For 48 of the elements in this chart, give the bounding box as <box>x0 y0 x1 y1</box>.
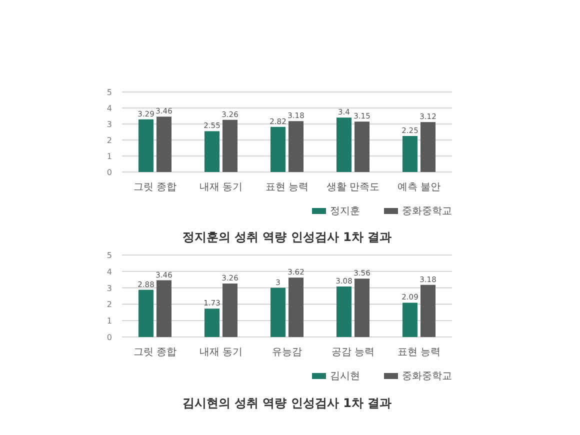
text: 정지훈의 성취 역량 인성검사 1차 결과 <box>182 230 392 244</box>
x-tick-label: 생활 만족도 <box>326 182 380 193</box>
bar <box>402 302 418 337</box>
y-tick-label: 5 <box>106 88 112 97</box>
bar <box>288 278 304 337</box>
x-tick-label: 유능감 <box>272 347 302 358</box>
y-tick-label: 1 <box>106 152 112 161</box>
x-tick-label: 그릿 종합 <box>133 182 177 193</box>
bar <box>204 308 220 337</box>
bar <box>222 120 238 172</box>
x-tick-label: 내재 동기 <box>199 182 243 193</box>
legend-label: 중화중학교 <box>402 371 452 382</box>
y-tick-label: 2 <box>106 300 112 310</box>
y-tick-label: 1 <box>106 316 112 326</box>
legend-label: 김시현 <box>330 371 360 382</box>
y-tick-label: 4 <box>106 267 112 276</box>
bar <box>204 131 220 172</box>
x-tick-label: 표현 능력 <box>265 182 309 193</box>
bar <box>420 122 436 172</box>
bar <box>354 122 370 172</box>
bar <box>138 290 154 337</box>
y-tick-label: 5 <box>106 251 112 260</box>
bar <box>270 288 286 337</box>
x-tick-label: 그릿 종합 <box>133 347 177 358</box>
bar <box>222 284 238 337</box>
legend-label: 정지훈 <box>330 206 360 217</box>
bar <box>288 121 304 172</box>
y-tick-label: 4 <box>106 104 112 113</box>
bar <box>354 278 370 337</box>
bar <box>270 126 286 172</box>
bar <box>336 286 352 337</box>
y-tick-label: 3 <box>106 284 112 293</box>
bar <box>156 280 172 337</box>
x-tick-label: 공감 능력 <box>331 347 375 358</box>
x-tick-label: 내재 동기 <box>199 347 243 358</box>
bar <box>420 284 436 337</box>
y-tick-label: 0 <box>106 333 112 342</box>
y-tick-label: 2 <box>106 136 112 145</box>
x-tick-label: 예측 불안 <box>397 182 441 193</box>
x-tick-label: 표현 능력 <box>397 347 441 358</box>
y-tick-label: 0 <box>106 168 112 177</box>
legend-label: 중화중학교 <box>402 206 452 217</box>
bar <box>402 136 418 172</box>
text: 김시현의 성취 역량 인성검사 1차 결과 <box>182 396 392 410</box>
bar <box>336 118 352 172</box>
y-tick-label: 3 <box>106 120 112 129</box>
bar <box>156 116 172 172</box>
bar <box>138 119 154 172</box>
